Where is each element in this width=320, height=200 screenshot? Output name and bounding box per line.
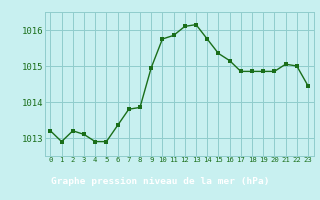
Text: Graphe pression niveau de la mer (hPa): Graphe pression niveau de la mer (hPa) bbox=[51, 178, 269, 186]
